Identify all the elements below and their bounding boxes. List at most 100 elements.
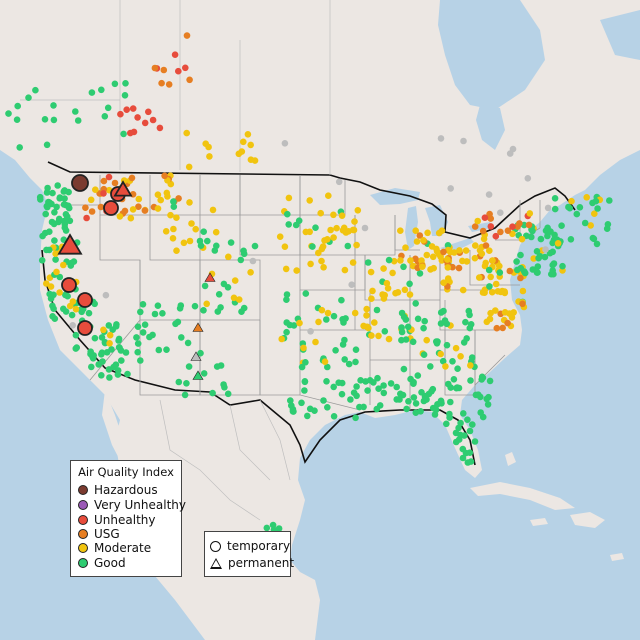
temporary-monitor[interactable]: [450, 249, 458, 256]
temporary-monitor[interactable]: [134, 114, 141, 121]
temporary-monitor[interactable]: [466, 427, 474, 435]
temporary-monitor[interactable]: [251, 242, 259, 250]
temporary-monitor[interactable]: [101, 113, 109, 120]
temporary-monitor[interactable]: [43, 141, 51, 149]
temporary-monitor[interactable]: [5, 110, 12, 117]
temporary-monitor[interactable]: [353, 241, 360, 249]
temporary-monitor[interactable]: [528, 233, 535, 241]
temporary-monitor[interactable]: [354, 207, 362, 214]
temporary-monitor[interactable]: [323, 316, 330, 323]
temporary-monitor[interactable]: [307, 260, 314, 268]
temporary-monitor[interactable]: [481, 289, 488, 297]
temporary-monitor[interactable]: [212, 228, 220, 236]
temporary-monitor[interactable]: [44, 184, 51, 192]
temporary-monitor[interactable]: [309, 243, 316, 250]
temporary-monitor[interactable]: [154, 191, 162, 198]
temporary-monitor[interactable]: [471, 438, 479, 445]
temporary-monitor[interactable]: [315, 249, 322, 257]
temporary-monitor[interactable]: [548, 270, 555, 278]
temporary-monitor[interactable]: [72, 305, 80, 313]
temporary-monitor[interactable]: [85, 309, 93, 317]
temporary-monitor[interactable]: [349, 259, 357, 266]
temporary-monitor[interactable]: [139, 301, 147, 308]
temporary-monitor[interactable]: [604, 221, 612, 228]
temporary-monitor[interactable]: [74, 117, 82, 124]
temporary-monitor[interactable]: [413, 238, 421, 245]
temporary-monitor[interactable]: [167, 211, 174, 219]
temporary-monitor[interactable]: [389, 269, 396, 277]
temporary-monitor[interactable]: [214, 308, 222, 315]
temporary-monitor[interactable]: [403, 405, 410, 413]
temporary-monitor[interactable]: [478, 250, 486, 257]
temporary-monitor[interactable]: [48, 218, 56, 226]
temporary-monitor[interactable]: [497, 228, 504, 236]
temporary-monitor[interactable]: [145, 108, 152, 116]
temporary-monitor[interactable]: [350, 226, 358, 234]
temporary-monitor[interactable]: [122, 80, 129, 87]
temporary-monitor[interactable]: [332, 347, 339, 354]
temporary-monitor[interactable]: [123, 106, 130, 113]
temporary-monitor[interactable]: [455, 424, 462, 432]
temporary-monitor[interactable]: [525, 221, 533, 229]
temporary-monitor[interactable]: [154, 302, 162, 310]
temporary-monitor[interactable]: [410, 378, 417, 386]
temporary-monitor[interactable]: [474, 217, 482, 225]
temporary-monitor[interactable]: [418, 257, 425, 264]
temporary-monitor[interactable]: [283, 319, 291, 326]
temporary-monitor[interactable]: [412, 255, 419, 263]
temporary-monitor[interactable]: [477, 409, 485, 416]
temporary-monitor[interactable]: [542, 246, 549, 253]
temporary-monitor[interactable]: [162, 228, 170, 235]
temporary-monitor[interactable]: [493, 324, 501, 332]
temporary-monitor[interactable]: [381, 328, 389, 335]
temporary-monitor[interactable]: [235, 150, 243, 158]
temporary-monitor[interactable]: [82, 204, 89, 211]
temporary-monitor[interactable]: [149, 116, 157, 124]
temporary-monitor[interactable]: [43, 280, 50, 287]
temporary-monitor[interactable]: [405, 398, 412, 405]
temporary-monitor[interactable]: [50, 116, 58, 124]
temporary-monitor[interactable]: [137, 308, 144, 316]
temporary-monitor[interactable]: [513, 258, 520, 265]
temporary-monitor[interactable]: [464, 459, 472, 466]
temporary-monitor[interactable]: [47, 283, 55, 290]
temporary-monitor[interactable]: [154, 205, 162, 212]
temporary-monitor[interactable]: [128, 174, 136, 182]
temporary-monitor[interactable]: [345, 360, 353, 368]
temporary-monitor[interactable]: [318, 257, 325, 265]
temporary-monitor[interactable]: [278, 335, 286, 343]
temporary-monitor[interactable]: [335, 178, 343, 186]
temporary-monitor[interactable]: [307, 328, 314, 335]
temporary-monitor[interactable]: [312, 338, 319, 346]
temporary-monitor[interactable]: [302, 290, 310, 297]
temporary-monitor[interactable]: [516, 220, 523, 227]
temporary-monitor[interactable]: [342, 315, 349, 322]
temporary-monitor[interactable]: [304, 412, 311, 420]
temporary-monitor[interactable]: [206, 153, 213, 160]
temporary-monitor[interactable]: [398, 324, 405, 331]
temporary-monitor[interactable]: [244, 131, 252, 138]
temporary-monitor[interactable]: [496, 269, 504, 276]
temporary-monitor[interactable]: [450, 376, 458, 383]
temporary-monitor[interactable]: [87, 196, 95, 204]
temporary-monitor[interactable]: [293, 267, 301, 274]
temporary-monitor[interactable]: [135, 195, 143, 203]
temporary-monitor[interactable]: [404, 323, 412, 331]
temporary-monitor[interactable]: [106, 340, 113, 347]
temporary-monitor[interactable]: [301, 387, 308, 394]
temporary-monitor[interactable]: [472, 242, 479, 249]
temporary-monitor[interactable]: [70, 258, 78, 265]
temporary-monitor[interactable]: [330, 413, 338, 420]
temporary-monitor[interactable]: [44, 203, 51, 211]
temporary-monitor[interactable]: [183, 129, 190, 137]
temporary-monitor[interactable]: [169, 235, 177, 242]
temporary-monitor[interactable]: [105, 173, 113, 181]
temporary-monitor[interactable]: [200, 370, 208, 377]
temporary-monitor[interactable]: [476, 274, 483, 281]
temporary-monitor-highlighted[interactable]: [71, 174, 89, 192]
temporary-monitor[interactable]: [397, 227, 404, 234]
temporary-monitor[interactable]: [510, 309, 517, 316]
temporary-monitor[interactable]: [111, 80, 119, 88]
temporary-monitor[interactable]: [281, 243, 289, 250]
temporary-monitor[interactable]: [121, 92, 129, 99]
